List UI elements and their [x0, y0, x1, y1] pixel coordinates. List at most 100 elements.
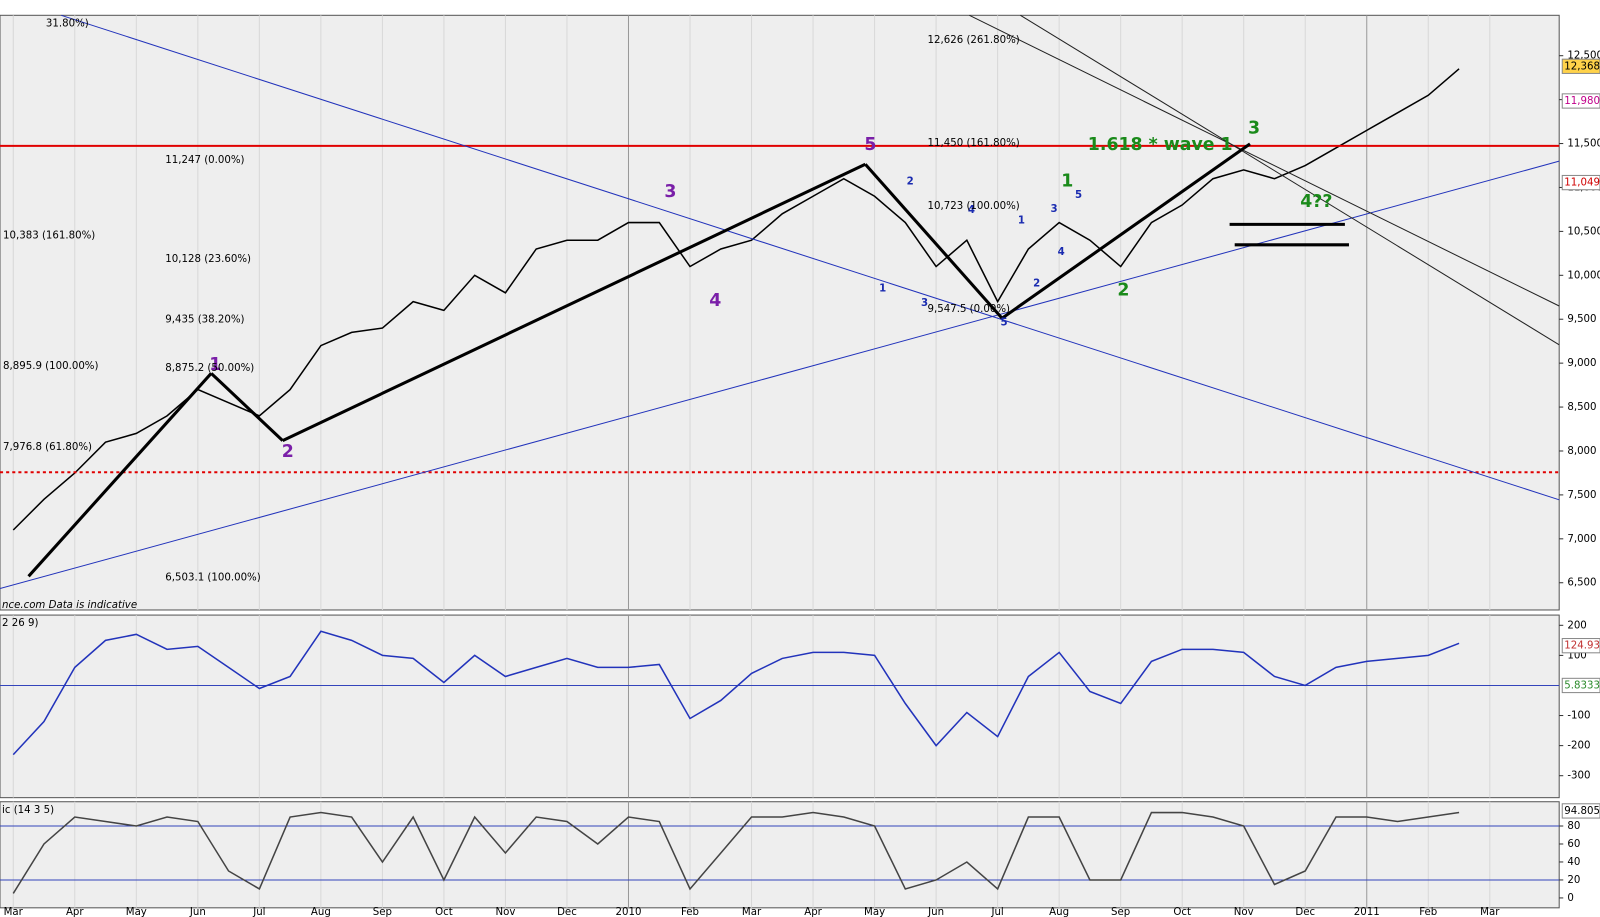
fib-label: 10,383 (161.80%)	[3, 231, 95, 242]
panel-title: ic (14 3 5)	[2, 805, 54, 816]
x-tick-label: Feb	[1419, 907, 1437, 917]
panel	[0, 614, 1560, 799]
value-tag	[1561, 58, 1600, 74]
drawing-line	[969, 14, 1560, 307]
fib-label: 12,626 (261.80%)	[928, 35, 1020, 46]
x-tick-label: Sep	[1111, 907, 1130, 917]
value-tag	[1561, 93, 1600, 109]
value-tag	[1561, 638, 1600, 654]
wave-label: 2	[282, 442, 294, 462]
corner-text: 31.80%)	[46, 18, 89, 29]
series-line	[12, 811, 1460, 894]
drawing-line	[1020, 14, 1560, 346]
drawing-line	[61, 14, 1560, 501]
y-tick-label: 12,500	[1567, 51, 1600, 62]
fib-label: 8,875.2 (50.00%)	[165, 363, 254, 374]
y-tick-label: 9,000	[1567, 358, 1596, 369]
wave-label: 4	[709, 291, 721, 311]
fib-label: 7,976.8 (61.80%)	[3, 442, 92, 453]
wave-label: 3	[664, 182, 676, 202]
minor-wave-label: 1	[1018, 215, 1025, 226]
x-tick-label: Apr	[66, 907, 84, 917]
value-tag-label: 94.805	[1564, 806, 1600, 817]
fib-label: 11,247 (0.00%)	[165, 155, 244, 166]
y-tick-label: 20	[1567, 875, 1580, 886]
x-tick-label: Jun	[927, 907, 944, 917]
minor-wave-label: 5	[1001, 317, 1008, 328]
y-tick-label: 9,500	[1567, 314, 1596, 325]
x-tick-label: Feb	[681, 907, 699, 917]
drawing-line	[1001, 142, 1251, 320]
drawing-line	[210, 372, 284, 442]
y-tick-label: 11,500	[1567, 139, 1600, 150]
y-tick-label: 100	[1567, 650, 1586, 661]
minor-wave-label: 3	[1051, 204, 1058, 215]
y-tick-label: 0	[1567, 893, 1573, 904]
value-tag-label: 11,980	[1564, 96, 1600, 107]
y-tick-label: 10,000	[1567, 270, 1600, 281]
minor-wave-label: 3	[921, 298, 928, 309]
wave-label: 1	[209, 355, 221, 375]
x-tick-label: Jul	[252, 907, 265, 917]
green-wave-label: 3	[1248, 119, 1260, 139]
x-tick-label: Mar	[4, 907, 24, 917]
drawing-line	[27, 372, 213, 578]
y-tick-label: -100	[1567, 711, 1590, 722]
y-tick-label: 8,000	[1567, 446, 1596, 457]
minor-wave-label: 5	[1075, 190, 1082, 201]
y-tick-label: -300	[1567, 771, 1590, 782]
x-tick-label: Sep	[373, 907, 392, 917]
drawing-line	[281, 162, 866, 443]
y-tick-label: 80	[1567, 821, 1580, 832]
fib-label: 9,547.5 (0.00%)	[928, 304, 1010, 315]
x-tick-label: Jul	[990, 907, 1003, 917]
x-tick-label: Jun	[189, 907, 206, 917]
value-tag-label: 12,368	[1564, 61, 1600, 72]
green-wave-label: 2	[1117, 281, 1129, 301]
value-tag	[1561, 677, 1600, 694]
x-tick-label: Apr	[804, 907, 822, 917]
value-tag-label: 11,049	[1564, 178, 1600, 189]
wave-label: 5	[864, 135, 876, 155]
x-tick-label: Aug	[1049, 907, 1069, 917]
x-tick-label: Nov	[495, 907, 515, 917]
x-tick-label: 2011	[1354, 907, 1380, 917]
value-tag-label: 5.8333	[1564, 680, 1600, 691]
green-wave-label: 1	[1061, 172, 1073, 192]
y-tick-label: 200	[1567, 620, 1586, 631]
y-tick-label: 60	[1567, 839, 1580, 850]
fib-label: 10,723 (100.00%)	[928, 201, 1020, 212]
drawing-line	[0, 160, 1560, 590]
y-tick-label: 6,500	[1567, 578, 1596, 589]
fib-label: 11,450 (161.80%)	[928, 138, 1020, 149]
x-tick-label: Aug	[311, 907, 331, 917]
fib-label: 9,435 (38.20%)	[165, 314, 244, 325]
note: 1.618 * wave 1	[1088, 135, 1233, 155]
y-tick-label: 7,500	[1567, 490, 1596, 501]
value-tag	[1561, 803, 1600, 819]
x-tick-label: Mar	[742, 907, 762, 917]
x-tick-label: Mar	[1480, 907, 1500, 917]
panel-title: 2 26 9)	[2, 618, 38, 629]
drawing-line	[864, 163, 1004, 320]
fib-label: 6,503.1 (100.00%)	[165, 572, 260, 583]
x-tick-label: 2010	[616, 907, 642, 917]
minor-wave-label: 2	[1033, 279, 1040, 290]
y-tick-label: 40	[1567, 857, 1580, 868]
green-wave-label: 4??	[1300, 192, 1332, 212]
minor-wave-label: 4	[1058, 247, 1065, 258]
x-tick-label: May	[864, 907, 885, 917]
minor-wave-label: 2	[907, 177, 914, 188]
y-tick-label: 7,000	[1567, 534, 1596, 545]
y-tick-label: -200	[1567, 741, 1590, 752]
x-tick-label: Nov	[1234, 907, 1254, 917]
fib-label: 10,128 (23.60%)	[165, 254, 251, 265]
x-tick-label: Dec	[1295, 907, 1315, 917]
minor-wave-label: 1	[879, 284, 886, 295]
panel	[0, 14, 1560, 611]
fib-label: 8,895.9 (100.00%)	[3, 361, 98, 372]
source: nce.com Data is indicative	[2, 600, 137, 611]
x-tick-label: Oct	[1173, 907, 1191, 917]
